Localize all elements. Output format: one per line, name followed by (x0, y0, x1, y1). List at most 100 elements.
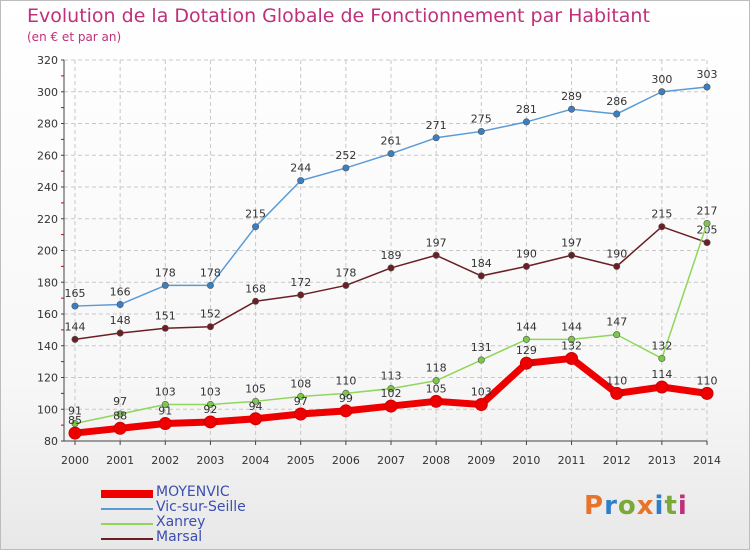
data-point-marsal (432, 251, 440, 259)
x-tick-label: 2012 (603, 454, 631, 467)
data-label-xanrey: 144 (561, 320, 582, 333)
data-label-vic-sur-seille: 215 (245, 208, 266, 221)
data-label-xanrey: 144 (516, 320, 537, 333)
data-label-vic-sur-seille: 252 (335, 149, 356, 162)
data-point-vic-sur-seille (432, 134, 440, 142)
data-point-xanrey (297, 393, 305, 401)
y-tick-label: 160 (37, 308, 58, 321)
data-label-moyenvic: 88 (113, 409, 127, 422)
data-label-marsal: 197 (426, 236, 447, 249)
data-label-vic-sur-seille: 261 (381, 135, 402, 148)
x-tick-label: 2004 (242, 454, 270, 467)
data-label-vic-sur-seille: 281 (516, 103, 537, 116)
data-point-vic-sur-seille (252, 223, 260, 231)
data-label-moyenvic: 91 (158, 405, 172, 418)
data-label-marsal: 172 (290, 276, 311, 289)
data-label-marsal: 168 (245, 282, 266, 295)
legend-swatch (101, 538, 153, 540)
data-point-xanrey (658, 354, 666, 362)
data-point-vic-sur-seille (613, 110, 621, 118)
legend-label: MOYENVIC (156, 484, 230, 500)
data-label-xanrey: 132 (651, 339, 672, 352)
data-point-xanrey (613, 331, 621, 339)
x-tick-label: 2007 (377, 454, 405, 467)
data-label-marsal: 148 (110, 314, 131, 327)
data-label-xanrey: 110 (335, 374, 356, 387)
data-point-xanrey (432, 377, 440, 385)
data-label-xanrey: 105 (245, 382, 266, 395)
data-label-moyenvic: 114 (651, 368, 672, 381)
data-point-vic-sur-seille (161, 281, 169, 289)
x-tick-label: 2014 (693, 454, 721, 467)
data-point-marsal (613, 262, 621, 270)
y-tick-label: 320 (37, 54, 58, 67)
x-tick-label: 2011 (558, 454, 586, 467)
legend-label: Xanrey (156, 514, 206, 530)
x-tick-label: 2005 (287, 454, 315, 467)
data-point-xanrey (116, 410, 124, 418)
data-label-moyenvic: 85 (68, 414, 82, 427)
data-point-marsal (297, 291, 305, 299)
logo-letter: P (584, 491, 605, 521)
y-tick-label: 120 (37, 372, 58, 385)
data-point-xanrey (387, 385, 395, 393)
data-label-marsal: 184 (471, 257, 492, 270)
data-label-moyenvic: 132 (561, 339, 582, 352)
data-label-vic-sur-seille: 271 (426, 119, 447, 132)
data-point-marsal (522, 262, 530, 270)
data-point-moyenvic (68, 426, 82, 440)
data-label-xanrey: 91 (68, 405, 82, 418)
data-label-vic-sur-seille: 178 (155, 266, 176, 279)
data-point-marsal (161, 324, 169, 332)
data-label-vic-sur-seille: 165 (65, 287, 86, 300)
logo-letter: o (617, 491, 637, 521)
data-point-marsal (387, 264, 395, 272)
y-tick-label: 80 (44, 435, 58, 448)
data-label-vic-sur-seille: 300 (651, 73, 672, 86)
data-label-marsal: 178 (335, 266, 356, 279)
data-point-vic-sur-seille (71, 302, 79, 310)
data-label-vic-sur-seille: 178 (200, 266, 221, 279)
data-label-moyenvic: 129 (516, 344, 537, 357)
data-label-xanrey: 217 (697, 205, 718, 218)
data-point-moyenvic (565, 351, 579, 365)
data-label-vic-sur-seille: 286 (606, 95, 627, 108)
y-tick-label: 100 (37, 403, 58, 416)
data-label-marsal: 197 (561, 236, 582, 249)
data-label-xanrey: 103 (155, 385, 176, 398)
data-point-xanrey (161, 400, 169, 408)
data-point-moyenvic (158, 417, 172, 431)
chart-title: Evolution de la Dotation Globale de Fonc… (27, 5, 650, 27)
data-point-xanrey (477, 356, 485, 364)
x-tick-label: 2009 (467, 454, 495, 467)
legend-swatch (101, 508, 153, 510)
data-point-moyenvic (203, 415, 217, 429)
data-label-marsal: 144 (65, 320, 86, 333)
data-label-moyenvic: 105 (426, 382, 447, 395)
legend-label: Marsal (156, 529, 203, 545)
data-point-marsal (658, 223, 666, 231)
data-label-moyenvic: 110 (606, 374, 627, 387)
data-label-xanrey: 97 (113, 395, 127, 408)
data-label-marsal: 151 (155, 309, 176, 322)
x-tick-label: 2001 (106, 454, 134, 467)
data-point-moyenvic (700, 386, 714, 400)
logo-letter: t (664, 491, 678, 521)
logo-letter: x (636, 491, 655, 521)
data-point-vic-sur-seille (703, 83, 711, 91)
data-point-vic-sur-seille (568, 105, 576, 113)
data-point-moyenvic (249, 412, 263, 426)
data-label-moyenvic: 110 (697, 374, 718, 387)
plot-area: 80 100 120 140 160 180 200 220 240 260 280 300 320 20… (37, 54, 721, 467)
x-tick-label: 2006 (332, 454, 360, 467)
data-point-moyenvic (113, 421, 127, 435)
logo-letter: i (677, 491, 688, 521)
y-tick-label: 260 (37, 149, 58, 162)
data-label-moyenvic: 97 (294, 395, 308, 408)
y-tick-label: 300 (37, 86, 58, 99)
data-label-vic-sur-seille: 303 (697, 68, 718, 81)
logo-letter: i (654, 491, 665, 521)
y-tick-label: 240 (37, 181, 58, 194)
logo-letter: r (604, 491, 618, 521)
data-label-marsal: 190 (516, 247, 537, 260)
